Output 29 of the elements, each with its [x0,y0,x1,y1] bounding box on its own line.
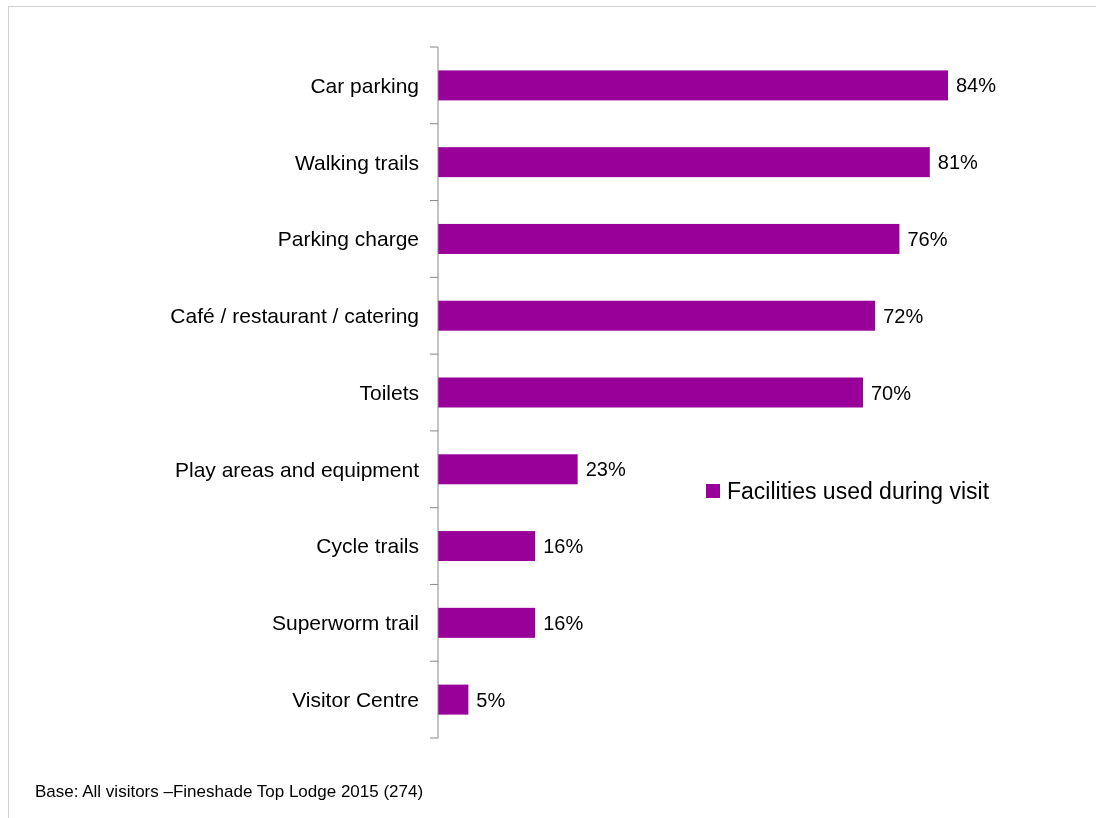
legend-label: Facilities used during visit [727,478,990,505]
bar [438,454,578,485]
y-tick-label: Visitor Centre [292,687,419,711]
data-label: 81% [937,151,979,174]
data-label: 70% [871,381,912,404]
y-tick-label: Play areas and equipment [175,457,420,481]
data-label: 16% [543,535,584,558]
y-tick-label: Walking trails [294,150,419,174]
text: Base: All visitors –Fineshade Top Lodge 2015 (274) [35,782,424,801]
data-label: 16% [543,611,584,634]
bar [438,531,536,562]
data-label: 72% [883,304,924,327]
data-label: 23% [585,458,626,481]
y-tick-label: Car parking [310,73,419,97]
bar [438,377,863,408]
bar [438,223,900,254]
bar [438,607,536,638]
y-tick-label: Parking charge [277,227,419,251]
bar [438,70,948,101]
bar [438,684,469,715]
y-tick-label: Café / restaurant / catering [170,304,419,328]
y-tick-label: Superworm trail [271,611,419,635]
y-tick-label: Cycle trails [316,534,419,558]
bar [438,300,876,331]
data-label: 5% [476,688,506,711]
data-label: 76% [907,227,948,250]
data-label: 84% [956,74,997,97]
y-tick-label: Toilets [359,380,419,404]
bar [438,147,930,178]
